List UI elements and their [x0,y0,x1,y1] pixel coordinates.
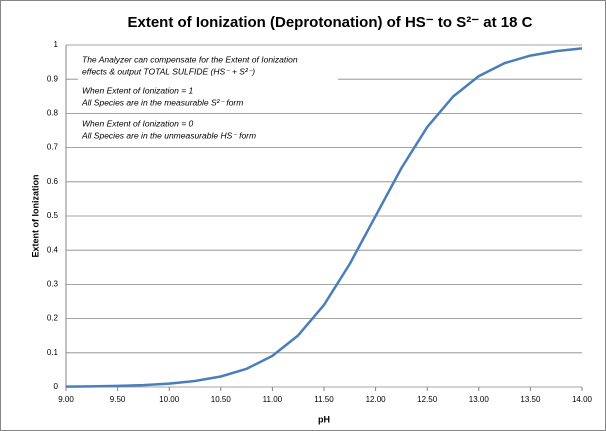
x-tick-label: 9.00 [58,395,74,404]
annotation: When Extent of Ionization = 0 [82,118,194,128]
chart-title: Extent of Ionization (Deprotonation) of … [128,14,533,31]
annotation: The Analyzer can compensate for the Exte… [82,54,298,64]
x-tick-label: 11.50 [314,395,334,404]
y-tick-label: 0.1 [47,348,59,357]
data-line [65,47,583,388]
annotation: All Species are in the measurable S²⁻ fo… [81,97,243,107]
note-box [78,116,278,144]
annotation: effects & output TOTAL SULFIDE (HS⁻ + S²… [82,66,255,76]
x-tick-label: 10.00 [159,395,180,404]
y-tick-label: 0.7 [47,143,59,152]
x-tick-label: 12.00 [366,395,387,404]
y-tick-label: 0.4 [47,245,59,254]
x-tick-label: 12.50 [417,395,438,404]
annotations: The Analyzer can compensate for the Exte… [78,51,338,144]
y-tick-label: 0.9 [47,74,59,83]
y-tick-label: 0.5 [47,211,59,220]
x-tick-label: 11.00 [263,395,283,404]
annotation: When Extent of Ionization = 1 [82,85,194,95]
y-tick-label: 0 [54,382,59,391]
x-tick-label: 10.50 [211,395,232,404]
note-box [78,84,278,112]
y-tick-label: 0.2 [47,314,59,323]
y-tick-label: 0.3 [47,280,59,289]
x-tick-label: 14.00 [572,395,593,404]
y-tick-label: 0.8 [47,109,59,118]
x-tick-label: 13.00 [469,395,490,404]
y-axis-label: Extent of Ionization [30,175,40,258]
x-tick-label: 13.50 [520,395,541,404]
x-tick-label: 9.50 [110,395,126,404]
y-tick-label: 0.6 [47,177,59,186]
note-box [78,51,338,81]
y-tick-label: 1 [54,40,59,49]
x-axis-label: pH [318,414,330,424]
annotation: All Species are in the unmeasurable HS⁻ … [81,130,256,140]
